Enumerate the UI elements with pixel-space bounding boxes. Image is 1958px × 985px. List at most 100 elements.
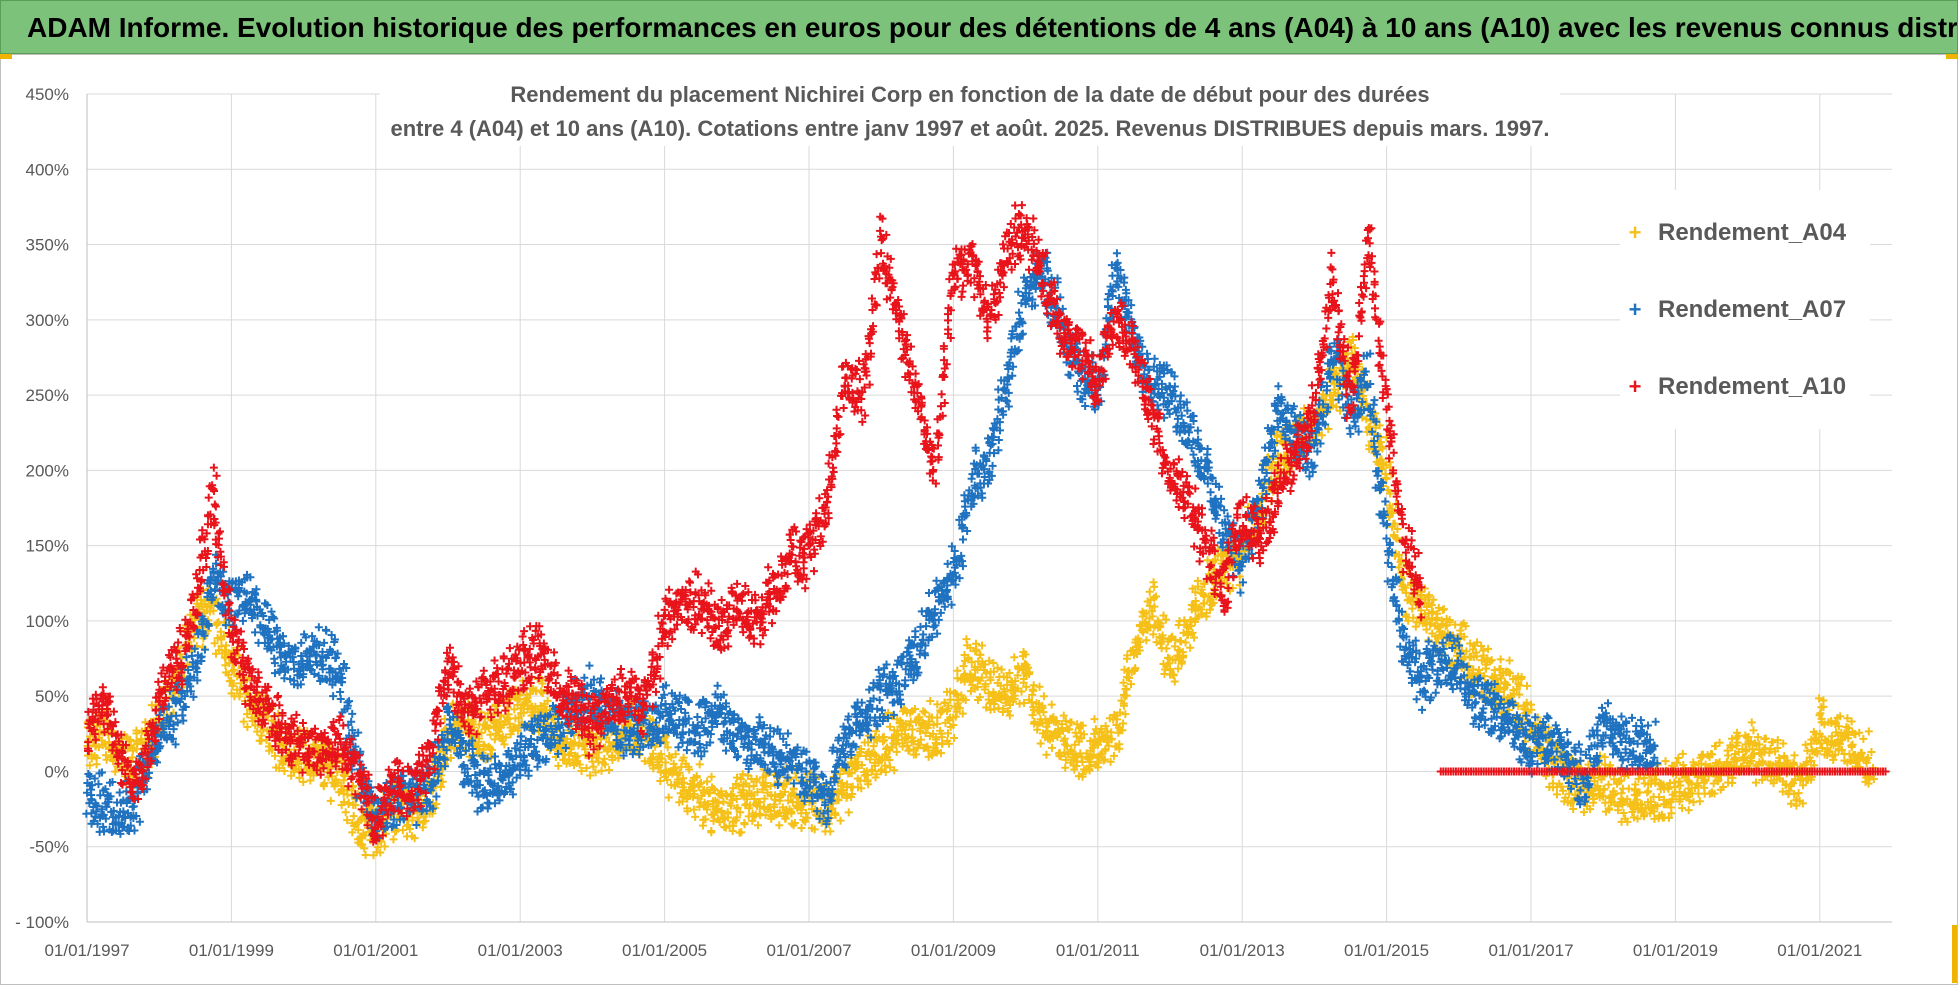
point-rendement_a04 xyxy=(1048,744,1056,752)
point-rendement_a04 xyxy=(845,808,853,816)
point-rendement_a04 xyxy=(696,760,704,768)
point-rendement_a07 xyxy=(322,626,330,634)
x-tick-label: 01/01/2001 xyxy=(333,941,418,960)
x-tick-label: 01/01/2003 xyxy=(478,941,563,960)
point-rendement_a04 xyxy=(222,641,230,649)
point-rendement_a04 xyxy=(1523,682,1531,690)
point-rendement_a04 xyxy=(1146,588,1154,596)
point-rendement_a04 xyxy=(1010,653,1018,661)
point-rendement_a07 xyxy=(345,697,353,705)
x-tick-label: 01/01/2009 xyxy=(911,941,996,960)
x-tick-label: 01/01/2021 xyxy=(1777,941,1862,960)
point-rendement_a04 xyxy=(1408,605,1416,613)
point-rendement_a07 xyxy=(484,805,492,813)
y-tick-label: -50% xyxy=(29,838,69,857)
y-tick-label: 450% xyxy=(26,85,69,104)
point-rendement_a04 xyxy=(1139,608,1147,616)
x-tick-label: 01/01/2015 xyxy=(1344,941,1429,960)
point-rendement_a04 xyxy=(919,707,927,715)
point-rendement_a04 xyxy=(978,642,986,650)
point-rendement_a07 xyxy=(251,628,259,636)
point-rendement_a04 xyxy=(1679,750,1687,758)
point-rendement_a07 xyxy=(474,793,482,801)
point-rendement_a04 xyxy=(972,640,980,648)
point-rendement_a04 xyxy=(926,697,934,705)
point-rendement_a04 xyxy=(342,808,350,816)
point-rendement_a04 xyxy=(1618,789,1626,797)
point-rendement_a04 xyxy=(1671,783,1679,791)
point-rendement_a04 xyxy=(1030,681,1038,689)
point-rendement_a04 xyxy=(1865,727,1873,735)
point-rendement_a04 xyxy=(605,766,613,774)
point-rendement_a07 xyxy=(116,789,124,797)
y-tick-label: 300% xyxy=(26,311,69,330)
point-rendement_a04 xyxy=(1171,678,1179,686)
point-rendement_a07 xyxy=(329,692,337,700)
point-rendement_a04 xyxy=(399,826,407,834)
point-rendement_a04 xyxy=(1064,725,1072,733)
point-rendement_a04 xyxy=(1042,751,1050,759)
point-rendement_a07 xyxy=(674,743,682,751)
y-tick-label: 200% xyxy=(26,461,69,480)
point-rendement_a07 xyxy=(332,654,340,662)
point-rendement_a04 xyxy=(1790,751,1798,759)
y-tick-label: 100% xyxy=(26,612,69,631)
point-rendement_a04 xyxy=(1090,715,1098,723)
point-rendement_a04 xyxy=(708,773,716,781)
point-rendement_a04 xyxy=(93,760,101,768)
x-tick-label: 01/01/2017 xyxy=(1488,941,1573,960)
point-rendement_a04 xyxy=(720,823,728,831)
point-rendement_a04 xyxy=(775,821,783,829)
point-rendement_a04 xyxy=(486,731,494,739)
y-tick-label: 0% xyxy=(44,762,69,781)
point-rendement_a04 xyxy=(691,813,699,821)
y-tick-label: - 100% xyxy=(15,913,69,932)
point-rendement_a04 xyxy=(1749,726,1757,734)
x-tick-label: 01/01/2013 xyxy=(1200,941,1285,960)
point-rendement_a07 xyxy=(239,617,247,625)
point-rendement_a04 xyxy=(1665,785,1673,793)
point-rendement_a04 xyxy=(1162,645,1170,653)
point-rendement_a04 xyxy=(1037,739,1045,747)
series-points xyxy=(82,201,1889,859)
point-rendement_a04 xyxy=(837,817,845,825)
point-rendement_a04 xyxy=(1425,591,1433,599)
point-rendement_a04 xyxy=(1048,701,1056,709)
point-rendement_a07 xyxy=(714,682,722,690)
y-tick-label: 250% xyxy=(26,386,69,405)
point-rendement_a04 xyxy=(554,762,562,770)
y-axis-ticks: - 100%-50%0%50%100%150%200%250%300%350%4… xyxy=(15,85,69,932)
point-rendement_a04 xyxy=(1696,797,1704,805)
point-rendement_a04 xyxy=(921,709,929,717)
point-rendement_a07 xyxy=(722,747,730,755)
point-rendement_a07 xyxy=(100,827,108,835)
point-rendement_a07 xyxy=(267,608,275,616)
point-rendement_a04 xyxy=(1061,764,1069,772)
point-rendement_a04 xyxy=(1506,656,1514,664)
point-rendement_a04 xyxy=(1643,788,1651,796)
point-rendement_a07 xyxy=(286,675,294,683)
point-rendement_a04 xyxy=(953,667,961,675)
point-rendement_a07 xyxy=(348,710,356,718)
point-rendement_a04 xyxy=(893,748,901,756)
y-tick-label: 50% xyxy=(35,687,69,706)
point-rendement_a04 xyxy=(1150,578,1158,586)
point-rendement_a04 xyxy=(1440,605,1448,613)
x-tick-label: 01/01/2007 xyxy=(766,941,851,960)
point-rendement_a04 xyxy=(960,662,968,670)
point-rendement_a04 xyxy=(491,735,499,743)
point-rendement_a04 xyxy=(256,737,264,745)
point-rendement_a07 xyxy=(297,639,305,647)
point-rendement_a04 xyxy=(826,827,834,835)
x-axis-ticks: 01/01/1997 01/01/1999 01/01/2001 01/01/2003… xyxy=(44,941,1862,960)
point-rendement_a07 xyxy=(585,662,593,670)
point-rendement_a04 xyxy=(707,828,715,836)
x-tick-label: 01/01/2011 xyxy=(1056,941,1140,960)
x-tick-label: 01/01/1997 xyxy=(44,941,129,960)
point-rendement_a04 xyxy=(665,793,673,801)
point-rendement_a04 xyxy=(1497,655,1505,663)
x-tick-label: 01/01/1999 xyxy=(189,941,274,960)
point-rendement_a07 xyxy=(693,713,701,721)
point-rendement_a04 xyxy=(1040,692,1048,700)
point-rendement_a04 xyxy=(1484,645,1492,653)
